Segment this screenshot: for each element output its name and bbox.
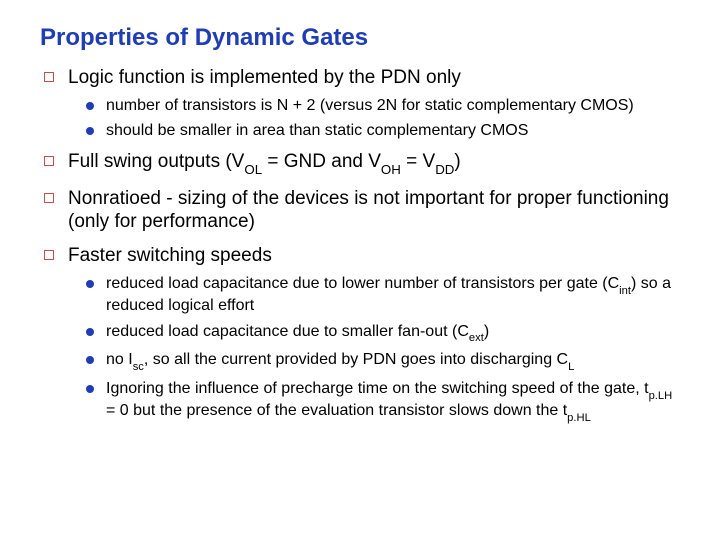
list-item: Faster switching speeds reduced load capa… — [40, 244, 680, 424]
list-subitem: should be smaller in area than static co… — [84, 121, 680, 140]
list-subitem: reduced load capacitance due to lower nu… — [84, 274, 680, 316]
list-subitem: Ignoring the influence of precharge time… — [84, 379, 680, 424]
list-item: Logic function is implemented by the PDN… — [40, 66, 680, 140]
bullet-list-level2: reduced load capacitance due to lower nu… — [68, 274, 680, 424]
list-item-text: Nonratioed - sizing of the devices is no… — [68, 188, 669, 233]
list-subitem: reduced load capacitance due to smaller … — [84, 322, 680, 345]
bullet-list-level1: Logic function is implemented by the PDN… — [40, 66, 680, 424]
list-subitem: no Isc, so all the current provided by P… — [84, 350, 680, 373]
bullet-list-level2: number of transistors is N + 2 (versus 2… — [68, 96, 680, 140]
slide-title: Properties of Dynamic Gates — [40, 24, 680, 52]
list-item-text: Full swing outputs (VOL = GND and VOH = … — [68, 151, 461, 172]
list-item-text: Faster switching speeds — [68, 245, 272, 266]
list-subitem: number of transistors is N + 2 (versus 2… — [84, 96, 680, 115]
list-item: Full swing outputs (VOL = GND and VOH = … — [40, 150, 680, 176]
list-item: Nonratioed - sizing of the devices is no… — [40, 187, 680, 235]
list-item-text: Logic function is implemented by the PDN… — [68, 67, 461, 88]
